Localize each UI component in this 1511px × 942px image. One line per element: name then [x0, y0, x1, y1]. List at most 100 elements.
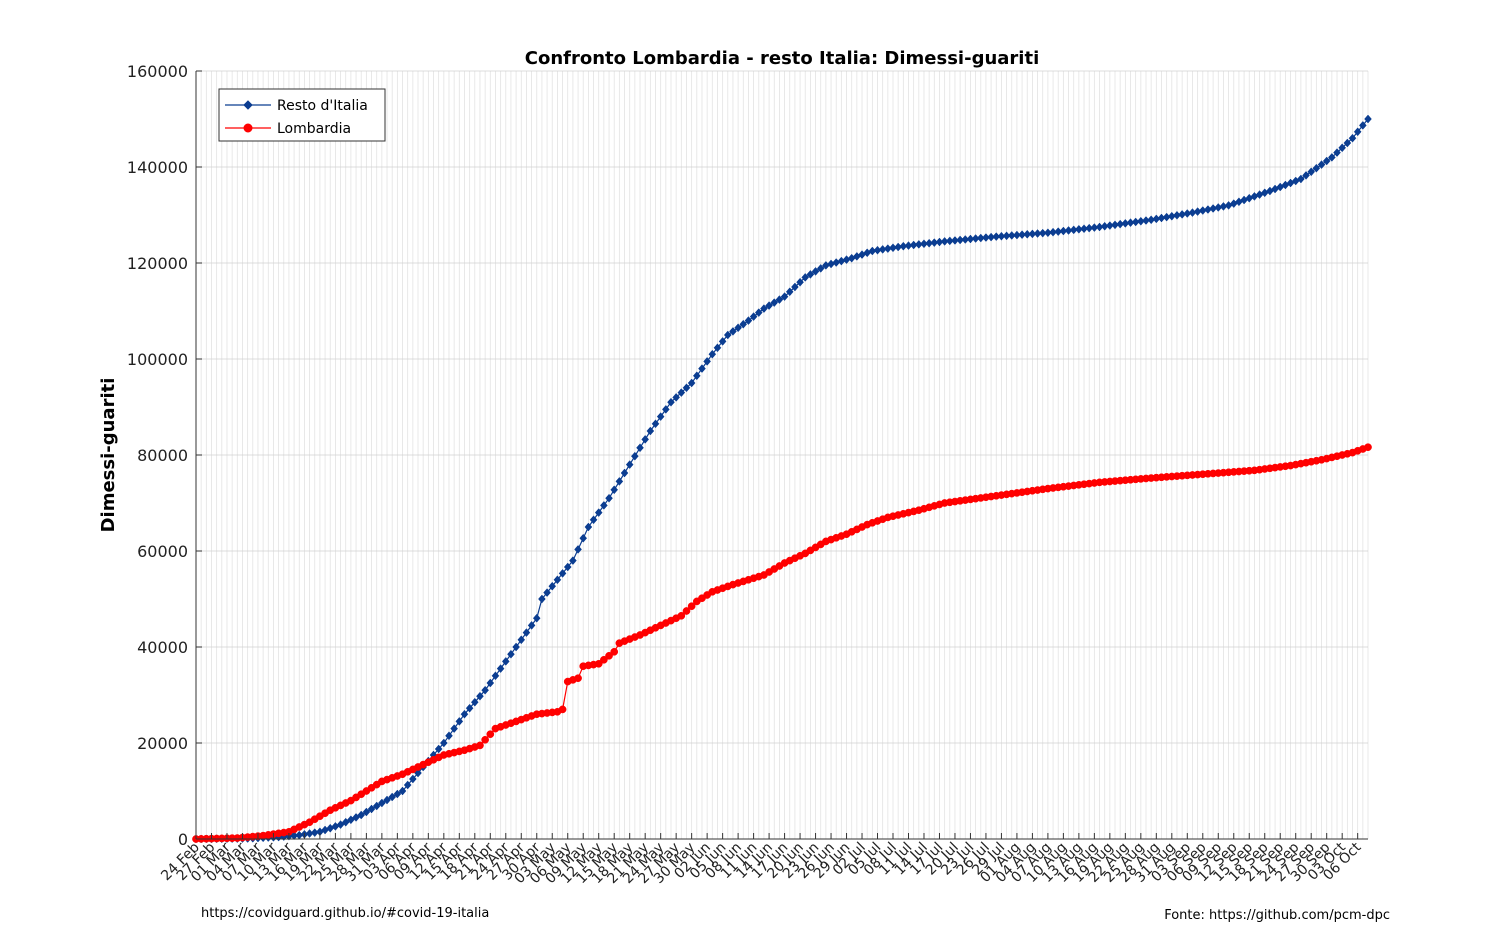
y-tick-label: 40000	[137, 638, 188, 657]
data-point	[600, 501, 608, 510]
data-point	[357, 810, 366, 820]
data-point	[656, 412, 665, 421]
data-point	[1364, 114, 1372, 124]
footer-source-left: https://covidguard.github.io/#covid-19-i…	[201, 906, 490, 921]
data-point	[1353, 127, 1362, 137]
data-point	[760, 304, 768, 313]
data-point	[739, 319, 748, 329]
data-point	[481, 685, 489, 695]
data-point	[610, 647, 619, 656]
data-point	[729, 327, 737, 336]
chart-title: Confronto Lombardia - resto Italia: Dime…	[525, 48, 1039, 69]
data-point	[636, 443, 644, 453]
legend: Resto d'Italia Lombardia	[218, 88, 386, 142]
data-point	[806, 270, 815, 279]
data-point	[1297, 174, 1305, 184]
data-point	[667, 397, 675, 407]
data-point	[1312, 163, 1321, 173]
data-point	[362, 807, 371, 817]
data-point	[398, 786, 407, 796]
legend-label-lombardia: Lombardia	[277, 121, 351, 137]
data-point	[1333, 148, 1341, 157]
legend-marker-lombardia	[243, 123, 253, 133]
data-point	[770, 298, 779, 307]
data-point	[1328, 153, 1336, 162]
data-point	[367, 804, 376, 814]
data-point	[470, 697, 479, 707]
data-point	[692, 371, 701, 381]
data-point	[584, 522, 593, 532]
data-point	[403, 780, 412, 790]
data-point	[687, 602, 696, 611]
data-point	[646, 426, 655, 436]
data-point	[744, 316, 753, 325]
data-point	[517, 635, 526, 645]
data-point	[765, 301, 773, 310]
footer-source-right: Fonte: https://github.com/pcm-dpc	[1164, 908, 1390, 923]
data-point	[610, 485, 619, 495]
y-tick-label: 100000	[127, 350, 188, 369]
y-tick-label: 160000	[127, 62, 188, 81]
legend-box	[218, 88, 386, 142]
data-point	[811, 267, 820, 276]
data-point	[465, 703, 474, 713]
data-point	[378, 798, 386, 808]
data-point	[409, 774, 417, 784]
data-point	[383, 795, 391, 805]
data-point	[718, 337, 727, 346]
data-point	[486, 730, 495, 739]
data-point	[785, 287, 794, 297]
data-point	[801, 273, 810, 282]
data-point	[543, 588, 551, 597]
data-point	[754, 308, 763, 317]
data-point	[677, 388, 686, 397]
data-point	[527, 621, 536, 630]
data-point	[476, 691, 484, 701]
grid	[195, 70, 1369, 840]
data-point	[579, 533, 588, 543]
data-point	[615, 477, 624, 486]
data-point	[749, 312, 758, 321]
data-point	[481, 735, 489, 744]
data-point	[677, 611, 686, 620]
y-axis-ticks: 0 20000 40000 60000 80000 100000 120000 140000 1…	[127, 62, 202, 849]
data-point	[723, 330, 732, 340]
y-tick-label: 0	[178, 830, 188, 849]
y-tick-label: 80000	[137, 446, 188, 465]
series-layer	[192, 114, 1372, 844]
series-lombardia	[192, 443, 1372, 843]
data-point	[708, 349, 717, 359]
y-tick-label: 20000	[137, 734, 188, 753]
data-point	[548, 581, 557, 591]
data-point	[589, 515, 598, 525]
data-point	[434, 744, 443, 754]
data-point	[476, 741, 484, 750]
data-point	[625, 460, 634, 469]
data-point	[600, 655, 608, 664]
y-tick-label: 120000	[127, 254, 188, 273]
data-point	[558, 569, 567, 578]
data-point	[620, 468, 629, 478]
data-point	[631, 451, 639, 461]
data-point	[662, 405, 670, 414]
data-point	[1364, 443, 1372, 452]
data-point	[553, 575, 562, 585]
data-point	[594, 659, 603, 668]
data-point	[445, 731, 453, 741]
data-point	[1307, 167, 1316, 177]
data-point	[501, 657, 510, 666]
data-point	[734, 323, 742, 333]
legend-marker-resto	[243, 100, 253, 110]
data-point	[455, 717, 464, 726]
data-point	[672, 393, 680, 402]
data-point	[1322, 156, 1331, 166]
data-point	[780, 292, 789, 301]
data-point	[698, 364, 706, 373]
data-point	[563, 562, 572, 572]
data-point	[450, 724, 458, 733]
data-point	[703, 357, 711, 366]
data-point	[605, 493, 613, 503]
y-tick-label: 60000	[137, 542, 188, 561]
data-point	[1343, 138, 1352, 148]
